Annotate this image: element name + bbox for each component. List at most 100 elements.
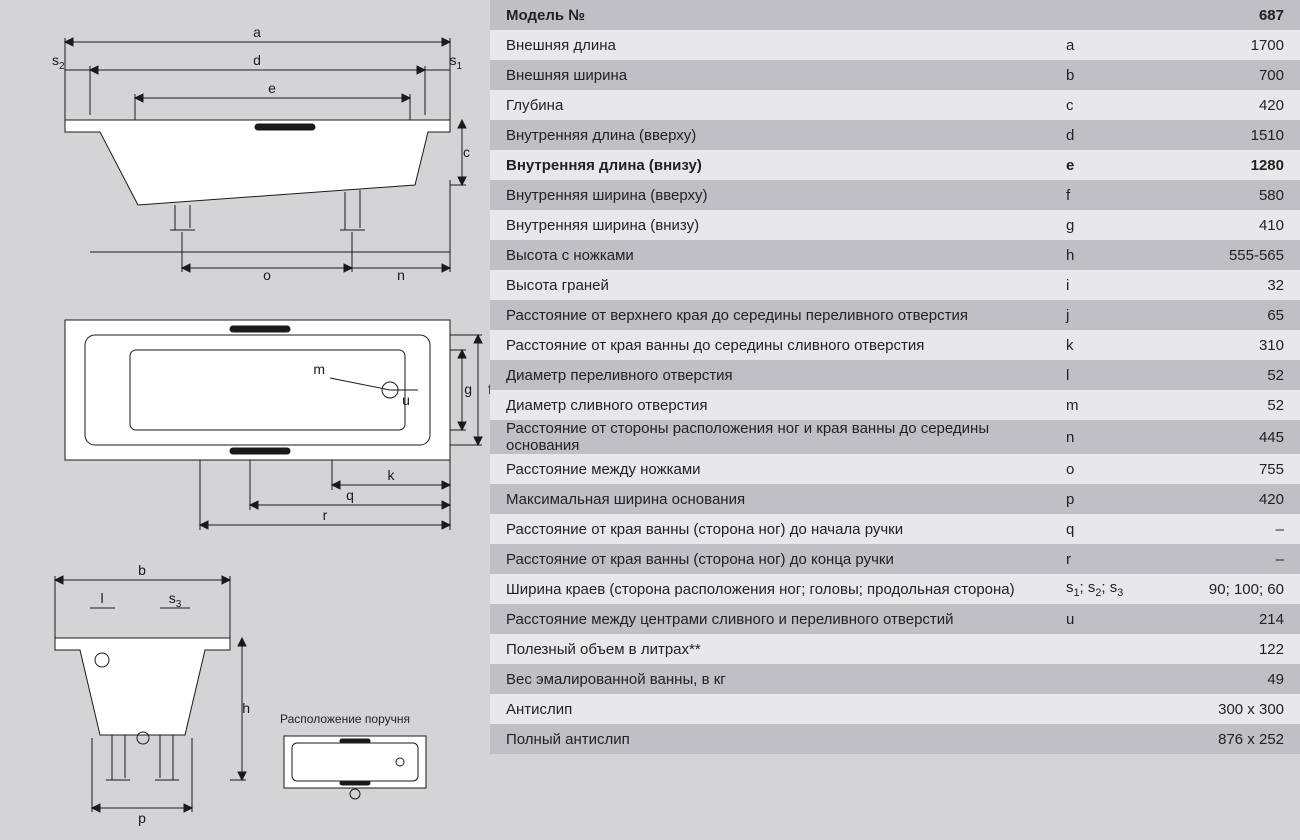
spec-table: Модель № 687Внешняя длинаa1700Внешняя шир…	[490, 0, 1300, 754]
svg-text:d: d	[253, 52, 261, 68]
spec-label: Расстояние от края ванны (сторона ног) д…	[490, 544, 1050, 574]
spec-row: Полезный объем в литрах**122	[490, 634, 1300, 664]
spec-row: Антислип 300 x 300	[490, 694, 1300, 724]
svg-text:s2: s2	[52, 52, 65, 72]
spec-value: 580	[1160, 180, 1300, 210]
spec-symbol: c	[1050, 90, 1160, 120]
drawings-panel: a d e c s2 s1 o n	[0, 0, 490, 840]
spec-value: 300 x 300	[1160, 694, 1300, 724]
svg-text:b: b	[138, 562, 146, 578]
spec-row: Внутренняя ширина (внизу)g410	[490, 210, 1300, 240]
spec-label: Внутренняя ширина (внизу)	[490, 210, 1050, 240]
svg-text:o: o	[263, 267, 271, 280]
spec-label: Расстояние между центрами сливного и пер…	[490, 604, 1050, 634]
spec-row: Расстояние между ножкамиo755	[490, 454, 1300, 484]
spec-label: Ширина краев (сторона расположения ног; …	[490, 574, 1050, 604]
spec-label: Полный антислип	[490, 724, 1050, 754]
spec-label: Внутренняя длина (вверху)	[490, 120, 1050, 150]
spec-symbol: m	[1050, 390, 1160, 420]
svg-text:n: n	[397, 267, 405, 280]
spec-value: 214	[1160, 604, 1300, 634]
spec-symbol: j	[1050, 300, 1160, 330]
spec-row: Внутренняя длина (вверху)d1510	[490, 120, 1300, 150]
spec-symbol: f	[1050, 180, 1160, 210]
spec-row: Расстояние от стороны расположения ног и…	[490, 420, 1300, 454]
spec-label: Максимальная ширина основания	[490, 484, 1050, 514]
spec-value: 755	[1160, 454, 1300, 484]
spec-label: Диаметр сливного отверстия	[490, 390, 1050, 420]
svg-text:u: u	[402, 392, 410, 408]
spec-value: 32	[1160, 270, 1300, 300]
spec-row: Расстояние от верхнего края до середины …	[490, 300, 1300, 330]
svg-text:c: c	[463, 144, 470, 160]
svg-text:p: p	[138, 810, 146, 826]
spec-label: Глубина	[490, 90, 1050, 120]
svg-text:k: k	[388, 467, 396, 483]
spec-row: Модель № 687	[490, 0, 1300, 30]
svg-text:s3: s3	[169, 590, 182, 610]
spec-symbol: q	[1050, 514, 1160, 544]
spec-symbol	[1050, 724, 1160, 754]
spec-row: Расстояние от края ванны (сторона ног) д…	[490, 514, 1300, 544]
spec-label: Внутренняя ширина (вверху)	[490, 180, 1050, 210]
svg-text:q: q	[346, 487, 354, 503]
spec-value: 310	[1160, 330, 1300, 360]
spec-symbol: s1; s2; s3	[1050, 574, 1160, 604]
spec-row: Внешняя ширинаb700	[490, 60, 1300, 90]
thumbnail-block: Расположение поручня	[280, 712, 430, 830]
svg-text:a: a	[253, 24, 261, 40]
spec-symbol: r	[1050, 544, 1160, 574]
thumbnail-drawing	[280, 732, 430, 802]
spec-row: Расстояние от края ванны до середины сли…	[490, 330, 1300, 360]
spec-row: Диаметр сливного отверстияm52	[490, 390, 1300, 420]
spec-row: Глубинаc420	[490, 90, 1300, 120]
svg-text:e: e	[268, 80, 276, 96]
side-view-drawing: a d e c s2 s1 o n	[30, 20, 470, 280]
spec-symbol: o	[1050, 454, 1160, 484]
spec-row: Внешняя длинаa1700	[490, 30, 1300, 60]
spec-label: Расстояние от стороны расположения ног и…	[490, 420, 1050, 454]
spec-row: Полный антислип 876 x 252	[490, 724, 1300, 754]
spec-row: Вес эмалированной ванны, в кг49	[490, 664, 1300, 694]
spec-row: Высота с ножкамиh555-565	[490, 240, 1300, 270]
spec-row: Высота гранейi32	[490, 270, 1300, 300]
spec-value: –	[1160, 514, 1300, 544]
spec-row: Ширина краев (сторона расположения ног; …	[490, 574, 1300, 604]
end-view-drawing: b l s3 h p	[30, 560, 250, 830]
spec-value: 1510	[1160, 120, 1300, 150]
spec-value: 1280	[1160, 150, 1300, 180]
spec-value: –	[1160, 544, 1300, 574]
spec-value: 687	[1160, 0, 1300, 30]
spec-symbol	[1050, 0, 1160, 30]
spec-value: 700	[1160, 60, 1300, 90]
spec-label: Высота граней	[490, 270, 1050, 300]
spec-label: Высота с ножками	[490, 240, 1050, 270]
top-view-drawing: m u g f k q r	[30, 290, 490, 540]
spec-symbol: e	[1050, 150, 1160, 180]
spec-label: Расстояние от верхнего края до середины …	[490, 300, 1050, 330]
svg-text:s1: s1	[449, 52, 462, 72]
spec-label: Диаметр переливного отверстия	[490, 360, 1050, 390]
spec-label: Расстояние от края ванны до середины сли…	[490, 330, 1050, 360]
spec-row: Расстояние между центрами сливного и пер…	[490, 604, 1300, 634]
spec-value: 876 x 252	[1160, 724, 1300, 754]
spec-label: Модель №	[490, 0, 1050, 30]
spec-symbol: k	[1050, 330, 1160, 360]
svg-text:l: l	[100, 590, 103, 606]
spec-symbol: g	[1050, 210, 1160, 240]
spec-value: 122	[1160, 634, 1300, 664]
spec-value: 420	[1160, 90, 1300, 120]
svg-text:h: h	[242, 700, 250, 716]
spec-label: Расстояние между ножками	[490, 454, 1050, 484]
spec-symbol: b	[1050, 60, 1160, 90]
spec-label: Внутренняя длина (внизу)	[490, 150, 1050, 180]
spec-value: 1700	[1160, 30, 1300, 60]
spec-label: Антислип	[490, 694, 1050, 724]
spec-symbol: d	[1050, 120, 1160, 150]
spec-symbol: i	[1050, 270, 1160, 300]
thumbnail-caption: Расположение поручня	[280, 712, 430, 726]
spec-value: 90; 100; 60	[1160, 574, 1300, 604]
spec-row: Внутренняя длина (внизу)e1280	[490, 150, 1300, 180]
spec-label: Вес эмалированной ванны, в кг	[490, 664, 1050, 694]
spec-symbol	[1050, 694, 1160, 724]
